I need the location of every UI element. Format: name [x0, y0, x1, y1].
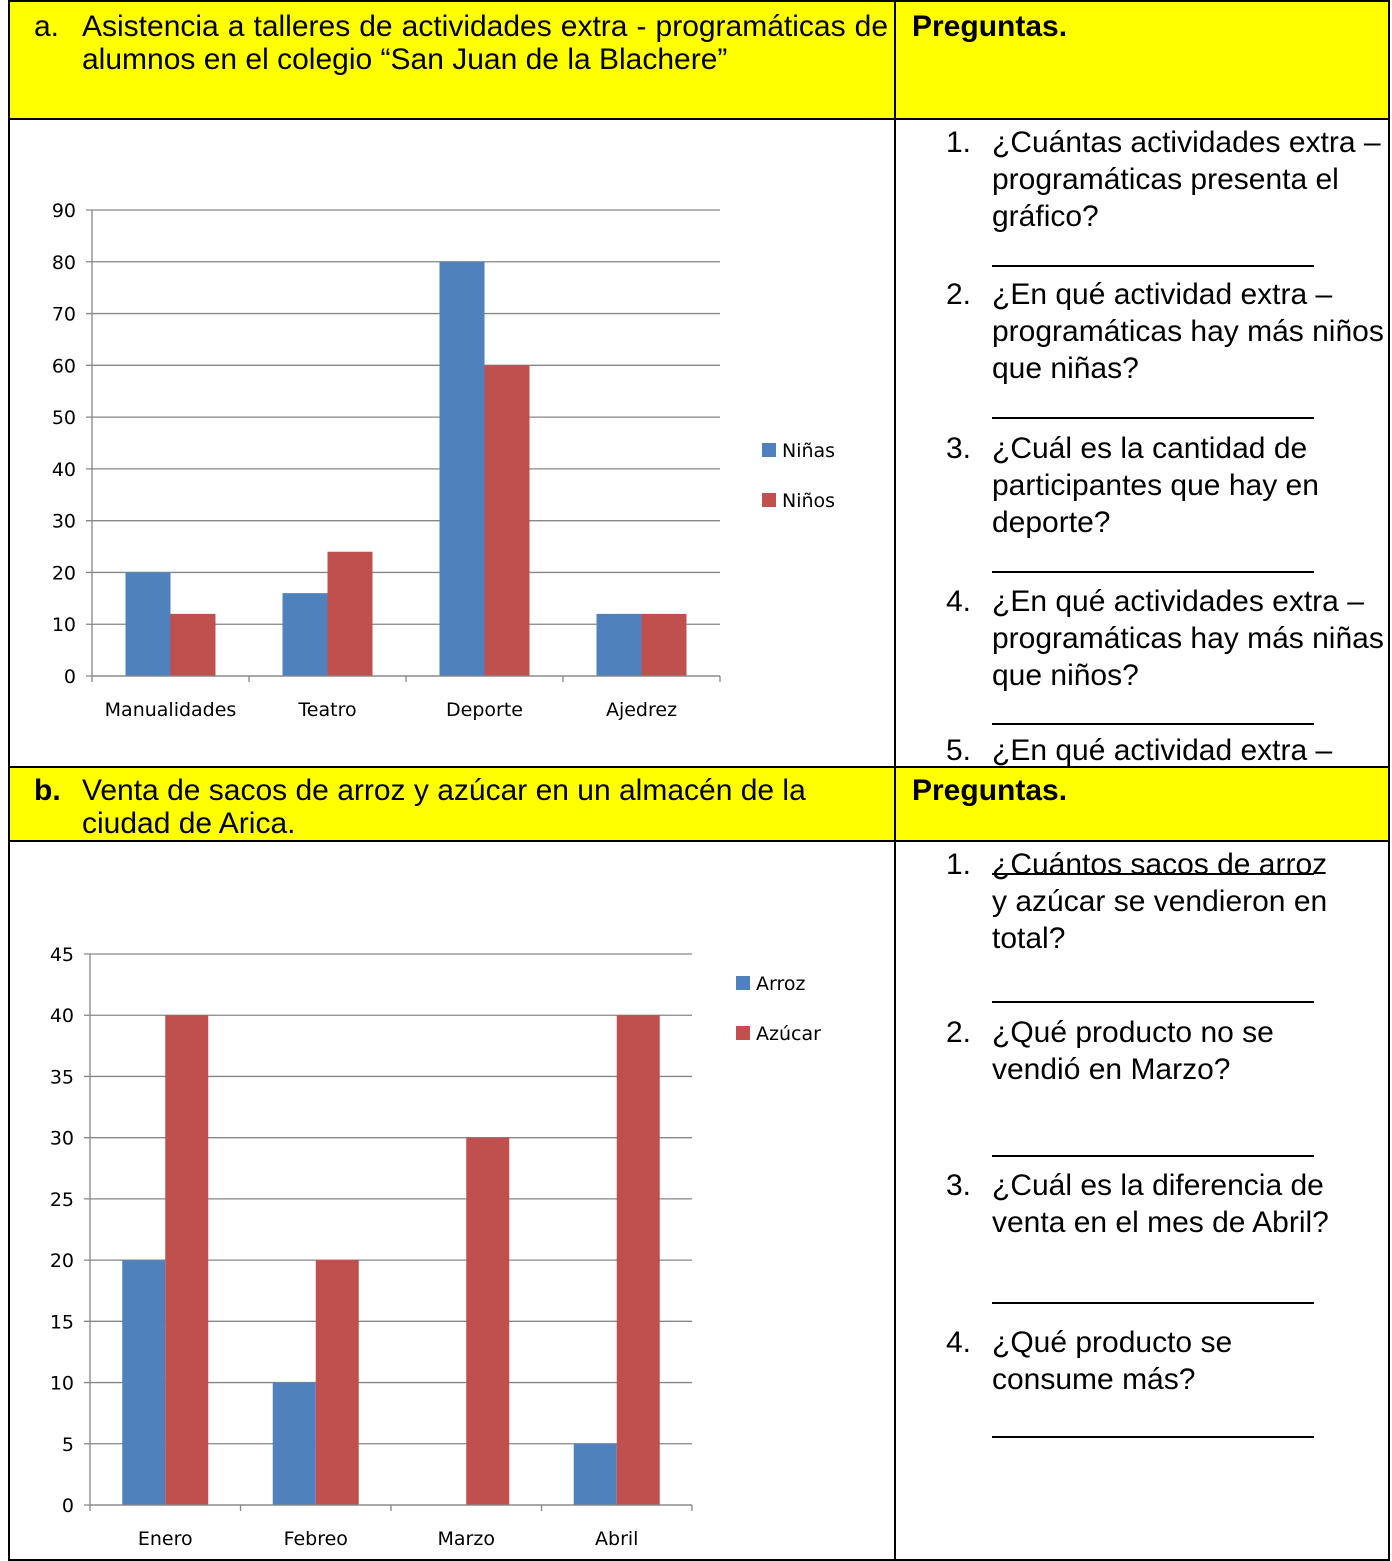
question-number: 3. [946, 432, 972, 465]
y-tick-label: 25 [50, 1189, 74, 1211]
section-b-title-cell: b. Venta de sacos de arroz y azúcar en u… [8, 766, 896, 842]
legend-label: Arroz [756, 973, 805, 995]
y-tick-label: 80 [52, 252, 76, 274]
y-tick-label: 35 [50, 1066, 74, 1088]
question-number: 2. [946, 1016, 972, 1049]
y-tick-label: 45 [50, 944, 74, 966]
question-number: 4. [946, 585, 972, 618]
bar-niñas [282, 593, 328, 676]
bar-niñas [439, 261, 485, 676]
question-number: 2. [946, 278, 972, 311]
section-a-title-text: Asistencia a talleres de actividades ext… [82, 10, 888, 76]
answer-line[interactable] [992, 417, 1314, 419]
chart-a: 0 10 20 30 40 50 60 70 80 90 Manualidades Teatro Dep… [52, 200, 835, 721]
x-tick-label: Ajedrez [606, 699, 677, 721]
answer-line[interactable] [992, 723, 1314, 725]
question-number: 4. [946, 1326, 972, 1359]
question-text: ¿En qué actividades extra – programática… [992, 585, 1384, 692]
y-tick-label: 0 [64, 666, 76, 688]
x-tick-label: Febreo [284, 1528, 348, 1550]
question-text: ¿En qué actividad extra – programáticas … [992, 278, 1384, 385]
y-tick-label: 0 [62, 1495, 74, 1517]
answer-line[interactable] [992, 873, 1314, 875]
legend-label: Niñas [782, 440, 835, 462]
question-number: 3. [946, 1169, 972, 1202]
section-b-questions-header-cell: Preguntas. [894, 766, 1390, 842]
answer-line[interactable] [992, 1001, 1314, 1003]
bar-azúcar [466, 1137, 510, 1505]
y-tick-label: 10 [50, 1373, 74, 1395]
section-b-questions-header: Preguntas. [912, 774, 1068, 807]
bar-arroz [122, 1260, 166, 1505]
y-tick-label: 90 [52, 200, 76, 222]
legend-label: Niños [782, 490, 835, 512]
answer-line[interactable] [992, 1302, 1314, 1304]
question-number: 1. [946, 848, 972, 881]
bar-azúcar [616, 1015, 660, 1505]
section-b-content-row: 0 5 10 15 20 25 30 35 40 45 Enero Febreo Marzo Abril A… [8, 840, 1390, 1561]
question-number: 1. [946, 126, 972, 159]
answer-line[interactable] [992, 1436, 1314, 1438]
bar-niñas [125, 572, 171, 676]
section-a-questions-header-cell: Preguntas. [894, 0, 1390, 120]
y-tick-label: 20 [50, 1250, 74, 1272]
answer-line[interactable] [992, 265, 1314, 267]
section-a-content-row: 0 10 20 30 40 50 60 70 80 90 Manualidades Teatro Dep… [8, 118, 1390, 875]
bar-niños [327, 551, 373, 676]
section-b-questions-cell: 1. ¿Cuántos sacos de arroz y azúcar se v… [894, 840, 1390, 1561]
y-tick-label: 60 [52, 355, 76, 377]
bar-azúcar [165, 1015, 209, 1505]
question-text: ¿Cuántos sacos de arroz y azúcar se vend… [992, 848, 1328, 955]
legend-swatch [762, 493, 776, 507]
y-tick-label: 10 [52, 614, 76, 636]
x-tick-label: Deporte [446, 699, 523, 721]
x-tick-label: Abril [595, 1528, 638, 1550]
question-number: 5. [946, 734, 972, 767]
bar-azúcar [315, 1260, 359, 1505]
question-text: ¿Cuál es la diferencia de venta en el me… [992, 1169, 1329, 1239]
legend-swatch [736, 976, 750, 990]
legend-swatch [736, 1026, 750, 1040]
chart-b: 0 5 10 15 20 25 30 35 40 45 Enero Febreo Marzo Abril A… [50, 944, 821, 1550]
section-a-title-cell: a. Asistencia a talleres de actividades … [8, 0, 896, 120]
section-a-header-row: a. Asistencia a talleres de actividades … [8, 0, 1390, 120]
question-text: ¿Qué producto se consume más? [992, 1326, 1233, 1396]
bar-arroz [573, 1443, 617, 1505]
legend-label: Azúcar [756, 1023, 821, 1045]
question-text: ¿Cuál es la cantidad de participantes qu… [992, 432, 1319, 539]
y-tick-label: 5 [62, 1434, 74, 1456]
legend-swatch [762, 443, 776, 457]
y-tick-label: 40 [50, 1005, 74, 1027]
section-b-marker: b. [34, 774, 61, 807]
y-tick-label: 70 [52, 304, 76, 326]
y-tick-label: 30 [52, 511, 76, 533]
section-a-questions-cell: 1. ¿Cuántas actividades extra – programá… [894, 118, 1390, 875]
bar-niñas [596, 613, 642, 676]
bar-niños [484, 365, 530, 676]
bar-niños [641, 613, 687, 676]
answer-line[interactable] [992, 571, 1314, 573]
bar-arroz [272, 1382, 316, 1505]
x-tick-label: Manualidades [105, 699, 237, 721]
answer-line[interactable] [992, 1155, 1314, 1157]
y-tick-label: 20 [52, 562, 76, 584]
y-tick-label: 15 [50, 1311, 74, 1333]
section-b-chart-cell: 0 5 10 15 20 25 30 35 40 45 Enero Febreo Marzo Abril A… [8, 840, 896, 1561]
x-tick-label: Marzo [438, 1528, 495, 1550]
section-b-title: b. Venta de sacos de arroz y azúcar en u… [34, 774, 888, 840]
y-tick-label: 40 [52, 459, 76, 481]
section-a-questions-header: Preguntas. [912, 10, 1068, 43]
x-tick-label: Enero [138, 1528, 193, 1550]
section-a-title: a. Asistencia a talleres de actividades … [34, 10, 888, 76]
question-text: ¿Qué producto no se vendió en Marzo? [992, 1016, 1274, 1086]
y-tick-label: 50 [52, 407, 76, 429]
section-a-chart-cell: 0 10 20 30 40 50 60 70 80 90 Manualidades Teatro Dep… [8, 118, 896, 768]
section-a-marker: a. [34, 10, 60, 43]
section-b-header-row: b. Venta de sacos de arroz y azúcar en u… [8, 766, 1390, 842]
question-text: ¿Cuántas actividades extra – programátic… [992, 126, 1381, 233]
section-b-title-text: Venta de sacos de arroz y azúcar en un a… [82, 774, 806, 840]
y-tick-label: 30 [50, 1128, 74, 1150]
bar-niños [170, 613, 216, 676]
x-tick-label: Teatro [297, 699, 356, 721]
